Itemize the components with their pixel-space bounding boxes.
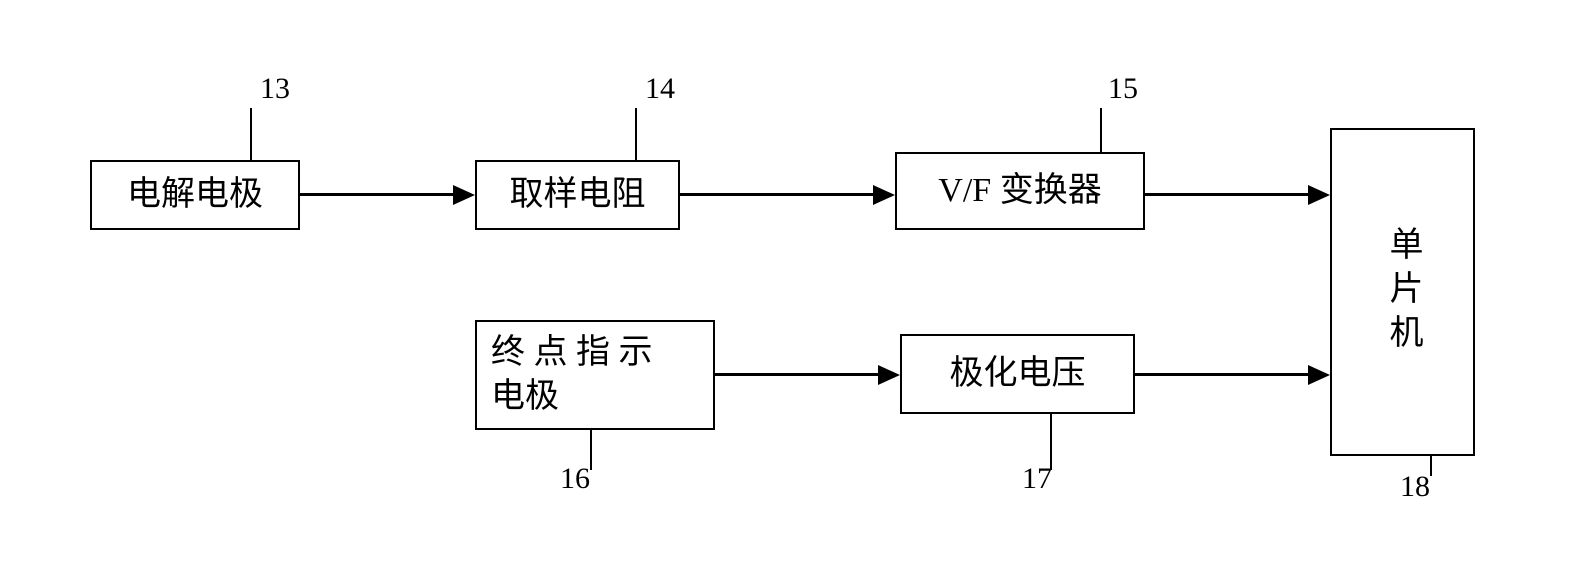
node-vf-converter: V/F 变换器 (895, 152, 1145, 230)
arrow-head-16-17 (878, 365, 900, 385)
arrow-15-18 (1145, 193, 1310, 196)
num-16: 16 (560, 462, 590, 496)
arrow-14-15 (680, 193, 875, 196)
node-17-label: 极化电压 (944, 346, 1092, 402)
leader-16 (590, 430, 592, 470)
node-14-label: 取样电阻 (504, 167, 652, 223)
arrow-head-14-15 (873, 185, 895, 205)
arrow-13-14 (300, 193, 455, 196)
arrow-head-13-14 (453, 185, 475, 205)
num-18: 18 (1400, 470, 1430, 504)
num-17: 17 (1022, 462, 1052, 496)
arrow-17-18 (1135, 373, 1310, 376)
node-electrolysis-electrode: 电解电极 (90, 160, 300, 230)
num-13: 13 (260, 72, 290, 106)
arrow-16-17 (715, 373, 880, 376)
node-16-label: 终 点 指 示 电极 (477, 321, 667, 429)
node-endpoint-indicator-electrode: 终 点 指 示 电极 (475, 320, 715, 430)
arrow-head-17-18 (1308, 365, 1330, 385)
leader-13 (250, 108, 252, 160)
node-sampling-resistor: 取样电阻 (475, 160, 680, 230)
leader-14 (635, 108, 637, 160)
node-15-label: V/F 变换器 (932, 163, 1107, 219)
node-13-label: 电解电极 (121, 167, 269, 223)
node-microcontroller: 单片机 (1330, 128, 1475, 456)
num-14: 14 (645, 72, 675, 106)
arrow-head-15-18 (1308, 185, 1330, 205)
node-18-label: 单片机 (1377, 226, 1428, 358)
leader-18 (1430, 456, 1432, 476)
node-polarization-voltage: 极化电压 (900, 334, 1135, 414)
leader-15 (1100, 108, 1102, 152)
num-15: 15 (1108, 72, 1138, 106)
